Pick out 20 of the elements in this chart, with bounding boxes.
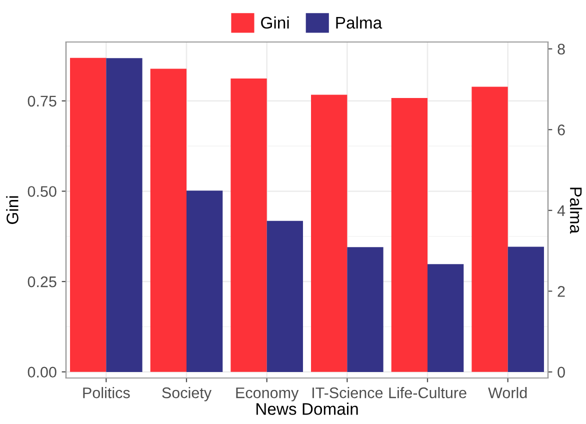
y2-axis-title: Palma bbox=[570, 188, 582, 234]
x-axis-title: News Domain bbox=[256, 402, 358, 415]
y-tick-label: 0.25 bbox=[28, 276, 56, 288]
y2-tick-label: 6 bbox=[558, 124, 565, 136]
y2-tick-label: 2 bbox=[558, 286, 565, 297]
y-tick-label: 0.00 bbox=[28, 366, 56, 378]
y-axis-title: Gini bbox=[6, 196, 18, 224]
y2-tick-label: 0 bbox=[558, 366, 565, 378]
x-tick-label: Society bbox=[162, 387, 212, 402]
y-tick-label: 0.75 bbox=[28, 96, 56, 107]
y-tick-label: 0.50 bbox=[28, 186, 56, 197]
x-tick-label: Politics bbox=[83, 387, 130, 398]
x-tick-label: Economy bbox=[236, 388, 299, 402]
y2-tick-label: 8 bbox=[558, 44, 565, 55]
legend-label: Gini bbox=[261, 16, 289, 29]
x-tick-label: IT-Science bbox=[312, 387, 383, 398]
legend-label: Palma bbox=[336, 16, 382, 29]
x-tick-label: World bbox=[488, 387, 527, 398]
y2-tick-label: 4 bbox=[557, 205, 566, 216]
x-tick-label: Life-Culture bbox=[389, 387, 466, 398]
